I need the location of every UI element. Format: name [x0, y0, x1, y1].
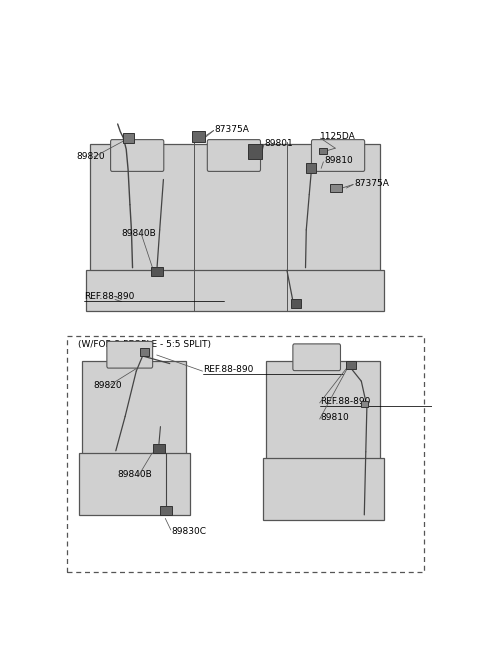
Bar	[151, 267, 163, 276]
Text: 87375A: 87375A	[354, 179, 389, 187]
Text: 89820: 89820	[94, 381, 122, 390]
Text: 89810: 89810	[324, 156, 353, 165]
Polygon shape	[83, 361, 186, 455]
FancyBboxPatch shape	[312, 140, 365, 172]
Bar	[290, 299, 301, 308]
Text: 89801: 89801	[264, 139, 293, 147]
Bar	[360, 401, 368, 407]
Bar	[305, 163, 316, 174]
Bar	[153, 443, 165, 453]
Bar	[140, 348, 149, 356]
Bar	[160, 506, 172, 515]
Bar	[347, 360, 356, 369]
Text: 89840B: 89840B	[121, 229, 156, 238]
Polygon shape	[79, 453, 190, 515]
Bar	[248, 144, 262, 159]
FancyBboxPatch shape	[107, 341, 153, 368]
Text: REF.88-890: REF.88-890	[203, 365, 253, 374]
Text: 89810: 89810	[321, 413, 349, 422]
Polygon shape	[90, 144, 380, 272]
Bar	[319, 147, 327, 155]
Bar	[330, 184, 342, 192]
FancyBboxPatch shape	[293, 344, 340, 371]
Bar	[192, 130, 205, 141]
Text: REF.88-890: REF.88-890	[321, 397, 371, 406]
Text: 87375A: 87375A	[215, 124, 249, 134]
Text: 89830C: 89830C	[172, 527, 206, 536]
FancyBboxPatch shape	[207, 140, 261, 172]
Text: 89840B: 89840B	[118, 470, 153, 479]
Text: 89820: 89820	[77, 152, 106, 161]
Bar	[67, 336, 424, 572]
Polygon shape	[86, 271, 384, 310]
Polygon shape	[263, 458, 384, 520]
Text: REF.88-890: REF.88-890	[84, 292, 134, 301]
Text: (W/FOR 2 PEOPLE - 5:5 SPLIT): (W/FOR 2 PEOPLE - 5:5 SPLIT)	[78, 341, 211, 349]
Polygon shape	[266, 361, 380, 459]
Bar	[123, 132, 133, 143]
FancyBboxPatch shape	[110, 140, 164, 172]
Text: 1125DA: 1125DA	[321, 132, 356, 141]
